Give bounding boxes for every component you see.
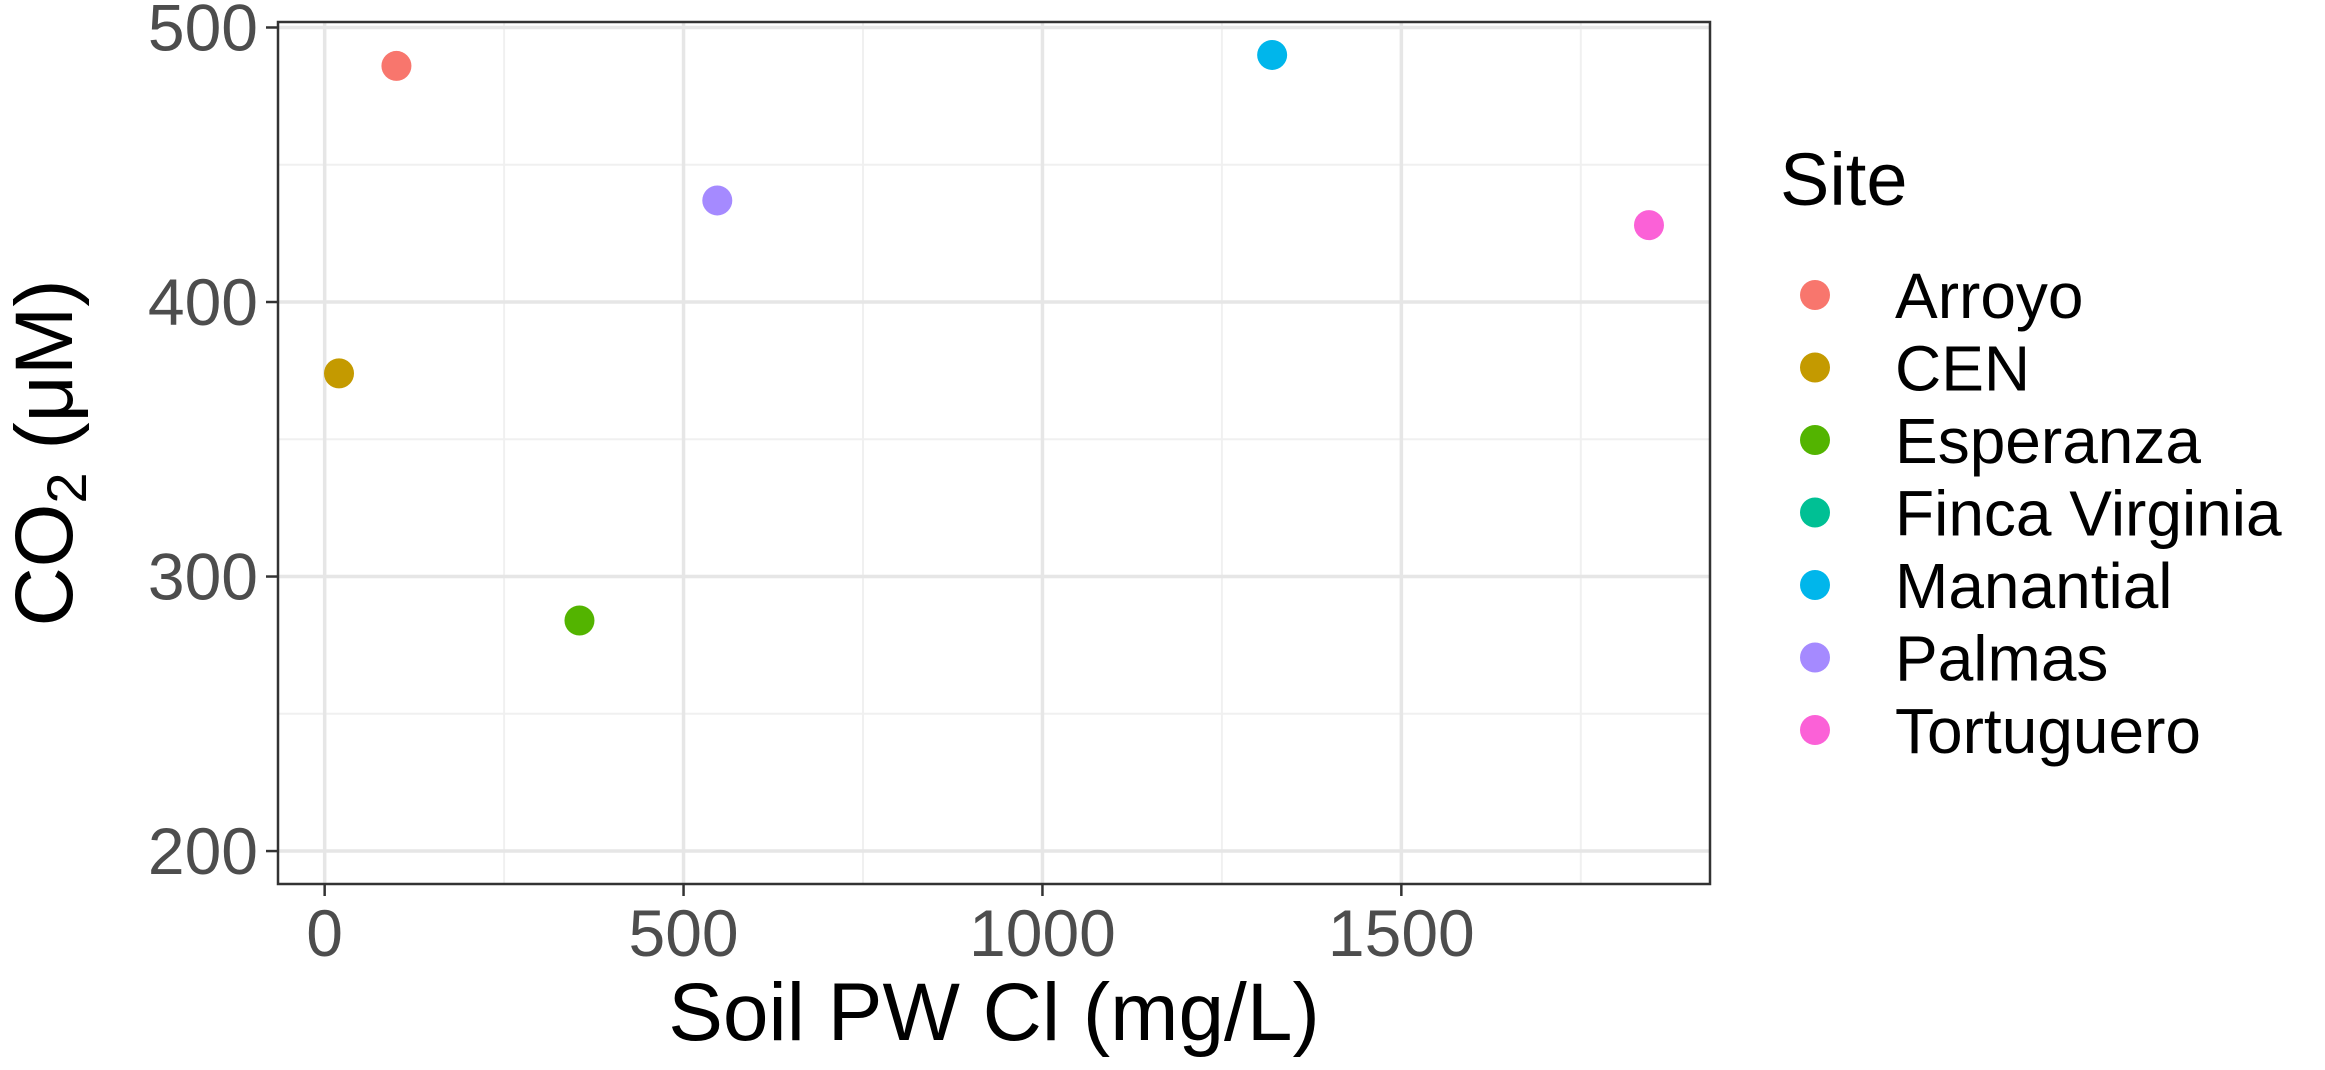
legend-key — [1800, 497, 1830, 528]
grid-lines — [278, 22, 1710, 884]
data-point-arroyo — [381, 50, 412, 81]
legend-key — [1800, 642, 1830, 673]
y-axis-title-subscript: 2 — [35, 472, 98, 503]
x-tick-label: 500 — [628, 896, 738, 970]
data-point-palmas — [702, 185, 733, 216]
legend-key — [1800, 352, 1830, 383]
y-tick-label: 400 — [148, 265, 258, 339]
legend-item: Manantial — [1800, 550, 2173, 622]
y-tick-label: 500 — [148, 0, 258, 64]
plot-panel-border — [276, 20, 1712, 886]
legend-label: Esperanza — [1895, 405, 2201, 477]
legend-item: Arroyo — [1800, 260, 2084, 332]
y-axis-title-suffix: (μM) — [0, 279, 90, 472]
legend-label: Palmas — [1895, 623, 2108, 695]
data-points — [324, 39, 1664, 636]
legend-label: Manantial — [1895, 550, 2173, 622]
legend-item: CEN — [1800, 333, 2030, 405]
data-point-tortuguero — [1633, 210, 1664, 241]
x-tick-label: 0 — [306, 896, 343, 970]
legend-item: Palmas — [1800, 623, 2108, 695]
legend-label: Tortuguero — [1895, 695, 2201, 767]
x-tick-label: 1000 — [969, 896, 1116, 970]
legend-key — [1800, 570, 1830, 600]
data-point-manantial — [1257, 39, 1288, 70]
x-tick-label: 1500 — [1328, 896, 1475, 970]
x-axis-title: Soil PW Cl (mg/L) — [668, 967, 1320, 1058]
y-axis-title: CO2 (μM) — [0, 279, 98, 626]
data-point-esperanza — [564, 605, 595, 636]
legend-label: Arroyo — [1895, 260, 2084, 332]
data-point-cen — [324, 358, 355, 389]
legend-key — [1800, 425, 1830, 455]
legend-item: Esperanza — [1800, 405, 2201, 477]
y-tick-label: 300 — [148, 540, 258, 614]
legend-label: CEN — [1895, 333, 2030, 405]
axes: 0 500 1000 1500 200 300 400 500 — [148, 0, 1475, 970]
y-tick-label: 200 — [148, 814, 258, 888]
legend-title: Site — [1780, 138, 1908, 221]
legend-key — [1800, 280, 1830, 310]
legend-item: Tortuguero — [1800, 695, 2201, 767]
legend-label: Finca Virginia — [1895, 478, 2282, 550]
y-axis-title-prefix: CO — [0, 504, 90, 627]
legend-key — [1800, 715, 1830, 745]
legend-item: Finca Virginia — [1800, 478, 2282, 550]
